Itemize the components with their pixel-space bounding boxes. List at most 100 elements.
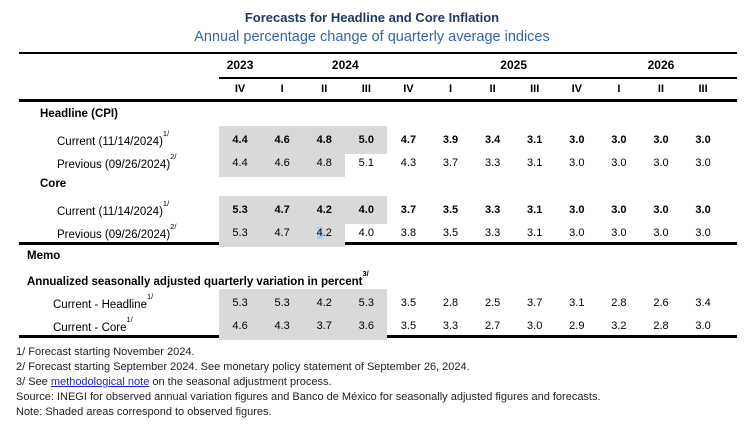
value-cell: 3.2 — [611, 319, 627, 332]
footnote-3-pre: 3/ See — [16, 376, 51, 388]
footnote-3: 3/ See methodological note on the season… — [16, 375, 737, 390]
value-cell: 4.8 — [303, 149, 346, 177]
quarter-header: II — [489, 82, 496, 95]
value-cell: 4.3 — [261, 312, 304, 340]
footnote-1: 1/ Forecast starting November 2024. — [16, 346, 195, 358]
quarter-header-row: IV I II III IV I II III IV I II III — [19, 78, 737, 102]
row-label-text: Current - Core — [53, 321, 127, 334]
value-cell: 5.3 — [219, 219, 262, 247]
value-cell: 3.4 — [484, 133, 501, 146]
table-row-headline-current: Current (11/14/2024)1/ 4.4 4.6 4.8 5.0 4… — [19, 126, 737, 154]
value-cell: 4.0 — [358, 226, 374, 239]
value-cell: 3.0 — [695, 319, 711, 332]
forecast-table: 2023 2024 2025 2026 IV I II III IV I II … — [19, 52, 737, 340]
footnotes: 1/ Forecast starting November 2024. 2/ F… — [16, 345, 737, 420]
footnote-source: Source: INEGI for observed annual variat… — [16, 391, 601, 403]
value-cell: 3.0 — [653, 203, 669, 216]
value-cell: 3.0 — [611, 203, 627, 216]
value-cell: 3.0 — [569, 203, 585, 216]
value-cell: 3.3 — [442, 319, 459, 332]
year-header-2023: 2023 — [219, 53, 262, 79]
row-label: Current - Core1/ — [19, 312, 219, 340]
row-label-text: Current (11/14/2024) — [57, 205, 163, 218]
memo-subtitle: Annualized seasonally adjusted quarterly… — [19, 267, 737, 289]
quarter-header: III — [361, 82, 371, 95]
value-cell: 4.7 — [400, 133, 417, 146]
value-cell: 3.0 — [611, 133, 627, 146]
year-header-2026: 2026 — [597, 53, 725, 79]
value-cell: 3.0 — [653, 156, 669, 169]
table-header: 2023 2024 2025 2026 IV I II III IV I II … — [19, 52, 737, 102]
page-subtitle: Annual percentage change of quarterly av… — [194, 29, 550, 45]
methodological-note-link[interactable]: methodological note — [50, 376, 150, 388]
value-cell: 2.9 — [569, 319, 585, 332]
value-cell: 3.7 — [527, 296, 543, 309]
page-title: Forecasts for Headline and Core Inflatio… — [244, 10, 500, 25]
quarter-header: I — [280, 82, 284, 95]
table-row-memo-core: Current - Core1/ 4.6 4.3 3.7 3.6 3.5 3.3… — [19, 312, 737, 340]
quarter-header: II — [657, 82, 665, 95]
year-header-row: 2023 2024 2025 2026 — [19, 53, 737, 79]
memo-section: Memo Annualized seasonally adjusted quar… — [19, 242, 737, 340]
value-cell: 4.3 — [400, 156, 417, 169]
quarter-header: I — [617, 82, 621, 95]
value-cell: 3.3 — [484, 156, 501, 169]
value-cell: 3.0 — [569, 133, 585, 146]
value-cell: 3.5 — [442, 203, 459, 216]
value-cell: 2.6 — [653, 296, 669, 309]
value-cell: 2.8 — [442, 296, 459, 309]
memo-subtitle-text: Annualized seasonally adjusted quarterly… — [27, 275, 363, 288]
value-cell: 3.5 — [400, 296, 417, 309]
table-row-core-previous: Previous (09/26/2024)2/ 5.3 4.7 4.2 4.0 … — [19, 219, 737, 247]
section-label-core: Core — [40, 178, 67, 190]
row-label-text: Previous (09/26/2024) — [57, 228, 171, 241]
year-header-2025: 2025 — [429, 53, 598, 79]
year-header-rule-fill — [724, 53, 737, 79]
quarter-header: III — [530, 82, 540, 95]
value-cell: 3.0 — [527, 319, 543, 332]
value-cell: 2.8 — [653, 319, 669, 332]
row-label: Current (11/14/2024)1/ — [19, 126, 219, 154]
value-cell: 3.0 — [695, 226, 711, 239]
row-label: Current (11/14/2024)1/ — [19, 196, 219, 224]
value-cell: 3.1 — [527, 203, 543, 216]
row-label: Previous (09/26/2024)2/ — [19, 219, 219, 247]
row-label: Previous (09/26/2024)2/ — [19, 149, 219, 177]
value-cell: 3.8 — [400, 226, 417, 239]
value-cell: 3.5 — [442, 226, 459, 239]
footnote-marker: 1/ — [126, 314, 133, 324]
quarter-header: I — [448, 82, 453, 95]
table-row-core-current: Current (11/14/2024)1/ 5.3 4.7 4.2 4.0 3… — [19, 196, 737, 224]
value-cell: 3.0 — [611, 156, 627, 169]
quarter-header: IV — [234, 82, 246, 95]
row-label: Current - Headline1/ — [19, 289, 219, 317]
value-cell: 4.6 — [261, 149, 304, 177]
value-cell: 3.0 — [569, 226, 585, 239]
footnote-3-post: on the seasonal adjustment process. — [149, 376, 332, 388]
value-cell: 3.5 — [400, 319, 417, 332]
value-cell: 5.0 — [345, 126, 388, 154]
table-row-memo-headline: Current - Headline1/ 5.3 5.3 4.2 5.3 3.5… — [19, 289, 737, 317]
row-label-text: Current (11/14/2024) — [57, 135, 163, 148]
section-label-headline: Headline (CPI) — [40, 108, 118, 120]
value-cell: 2.5 — [484, 296, 501, 309]
value-cell: 3.1 — [527, 226, 543, 239]
footnote-2: 2/ Forecast starting September 2024. See… — [16, 361, 470, 373]
value-cell: 3.7 — [303, 312, 346, 340]
value-cell: 3.3 — [484, 203, 501, 216]
quarter-header: IV — [571, 82, 582, 95]
value-cell: 4.7 — [261, 219, 304, 247]
value-cell: 3.0 — [653, 133, 669, 146]
value-cell: 4.4 — [219, 149, 262, 177]
quarter-header: II — [321, 82, 328, 95]
value-cell: 3.3 — [484, 226, 501, 239]
memo-label: Memo — [27, 250, 61, 262]
value-cell: 3.1 — [569, 296, 585, 309]
value-cell: 3.9 — [442, 133, 459, 146]
value-cell: 3.1 — [527, 156, 543, 169]
value-cell: 3.0 — [569, 156, 585, 169]
value-cell: 3.0 — [695, 156, 711, 169]
year-header-2024: 2024 — [261, 53, 430, 79]
value-cell: 2.7 — [484, 319, 501, 332]
footnote-marker: 1/ — [162, 128, 170, 138]
